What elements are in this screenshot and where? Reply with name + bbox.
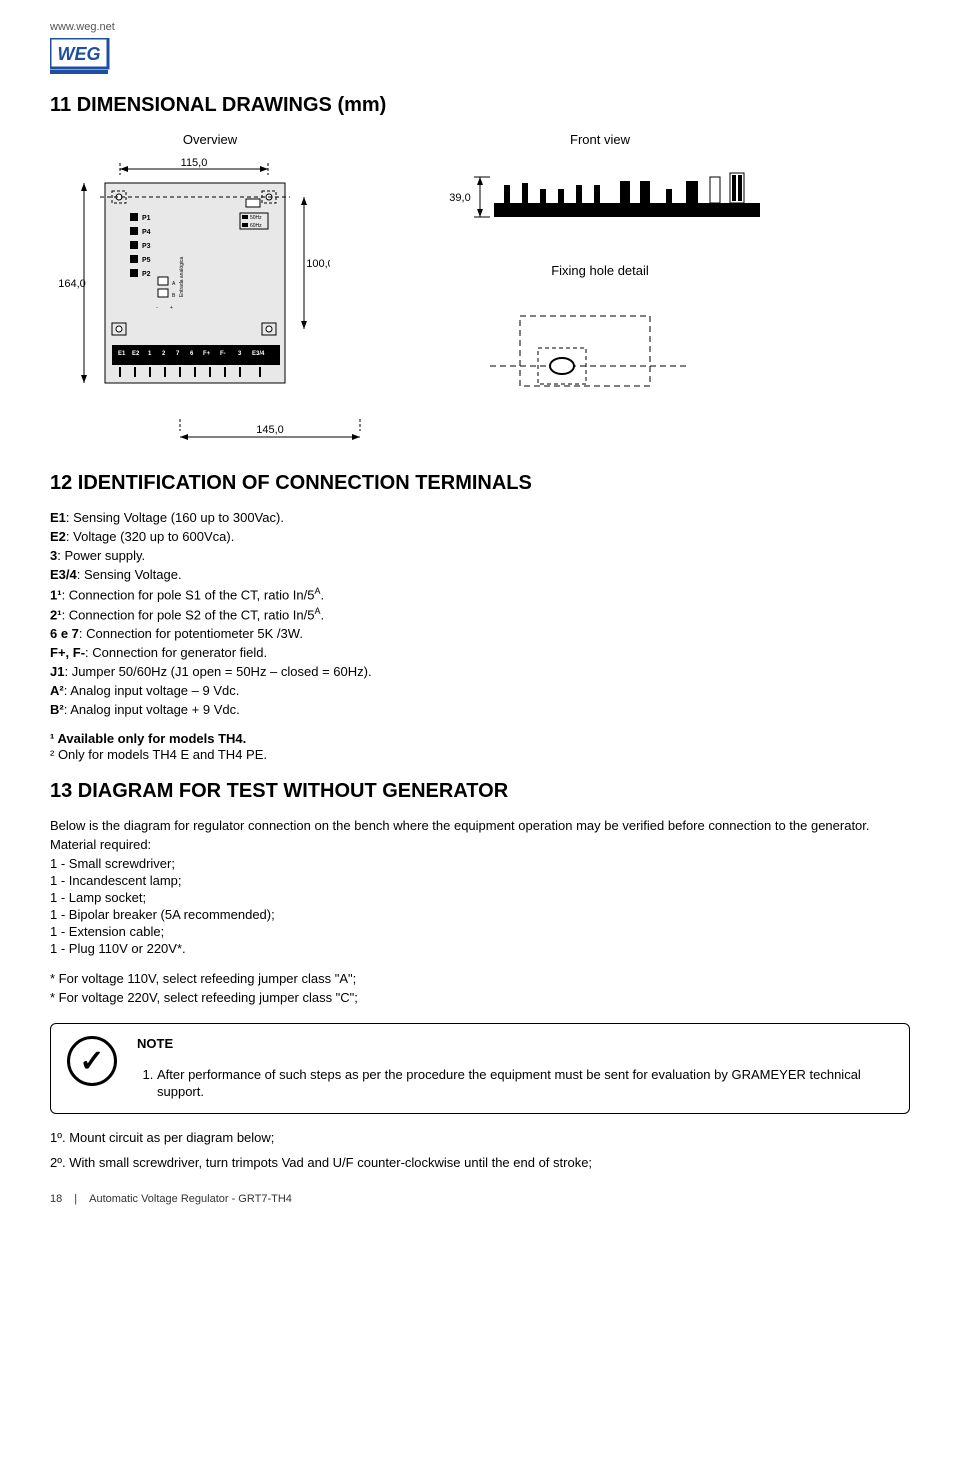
voltnote-2: * For voltage 220V, select refeeding jum…	[50, 990, 910, 1007]
overview-drawing: 115,0	[50, 155, 330, 415]
svg-text:60Hz: 60Hz	[250, 223, 262, 229]
voltage-notes: * For voltage 110V, select refeeding jum…	[50, 971, 910, 1007]
frontview-drawing: 39,0	[430, 155, 770, 245]
term-b-label: B²	[50, 702, 64, 717]
s13-intro2: Material required:	[50, 837, 910, 854]
section-11-title: 11 DIMENSIONAL DRAWINGS (mm)	[50, 92, 910, 118]
overview-title: Overview	[50, 132, 370, 149]
svg-text:E2: E2	[520, 223, 528, 229]
term-j1-text: : Jumper 50/60Hz (J1 open = 50Hz – close…	[64, 664, 371, 679]
mat-5: 1 - Plug 110V or 220V*.	[50, 941, 910, 958]
svg-text:1: 1	[540, 223, 544, 229]
svg-text:F-: F-	[648, 223, 654, 229]
mat-2: 1 - Lamp socket;	[50, 890, 910, 907]
note-box: ✓ NOTE After performance of such steps a…	[50, 1023, 910, 1114]
svg-text:P5: P5	[142, 257, 151, 264]
footnote-1: ¹ Available only for models TH4.	[50, 731, 246, 746]
fixhole-title: Fixing hole detail	[430, 263, 770, 280]
svg-text:F+: F+	[203, 351, 211, 357]
voltnote-1: * For voltage 110V, select refeeding jum…	[50, 971, 910, 988]
overview-column: Overview 115,0	[50, 132, 370, 460]
term-e2-label: E2	[50, 529, 66, 544]
term-f-text: : Connection for generator field.	[85, 645, 267, 660]
footer-sep: |	[74, 1192, 77, 1206]
note-body: NOTE After performance of such steps as …	[137, 1036, 893, 1101]
svg-text:7: 7	[576, 223, 580, 229]
header-url: www.weg.net	[50, 20, 910, 34]
term-e2-text: : Voltage (320 up to 600Vca).	[66, 529, 234, 544]
dim-164: 164,0	[58, 278, 86, 290]
weg-logo: WEG	[50, 38, 910, 74]
dim-145-row: 145,0	[170, 419, 370, 450]
footer-title: Automatic Voltage Regulator - GRT7-TH4	[89, 1192, 292, 1206]
dim-115: 115,0	[181, 157, 208, 169]
mat-1: 1 - Incandescent lamp;	[50, 873, 910, 890]
term-f-label: F+, F-	[50, 645, 85, 660]
term-67-text: : Connection for potentiometer 5K /3W.	[79, 626, 303, 641]
term-e1-label: E1	[50, 510, 66, 525]
svg-text:145,0: 145,0	[256, 424, 284, 436]
svg-text:6: 6	[594, 223, 598, 229]
mat-4: 1 - Extension cable;	[50, 924, 910, 941]
step-1: 1º. Mount circuit as per diagram below;	[50, 1130, 910, 1147]
front-title: Front view	[430, 132, 770, 149]
term-e34-text: : Sensing Voltage.	[77, 567, 182, 582]
term-1-label: 1¹	[50, 587, 62, 602]
svg-text:50Hz: 50Hz	[250, 215, 262, 221]
materials-list: 1 - Small screwdriver; 1 - Incandescent …	[50, 856, 910, 957]
svg-text:39,0: 39,0	[449, 192, 470, 204]
terminal-list: E1: Sensing Voltage (160 up to 300Vac). …	[50, 510, 910, 718]
mat-3: 1 - Bipolar breaker (5A recommended);	[50, 907, 910, 924]
term-67-label: 6 e 7	[50, 626, 79, 641]
right-column: Front view 39,0	[430, 132, 770, 460]
svg-text:3: 3	[676, 223, 680, 229]
term-a-text: : Analog input voltage – 9 Vdc.	[64, 683, 240, 698]
footnotes: ¹ Available only for models TH4. ² Only …	[50, 731, 910, 765]
svg-text:P1: P1	[142, 215, 151, 222]
section-12-title: 12 IDENTIFICATION OF CONNECTION TERMINAL…	[50, 470, 910, 496]
term-1-text: : Connection for pole S1 of the CT, rati…	[62, 587, 315, 602]
steps: 1º. Mount circuit as per diagram below; …	[50, 1130, 910, 1172]
term-2-tail: .	[321, 607, 325, 622]
term-b-text: : Analog input voltage + 9 Vdc.	[64, 702, 240, 717]
term-2-label: 2¹	[50, 607, 62, 622]
svg-text:E2: E2	[132, 351, 140, 357]
step-2: 2º. With small screwdriver, turn trimpot…	[50, 1155, 910, 1172]
page-number: 18	[50, 1192, 62, 1206]
svg-text:E1: E1	[502, 223, 510, 229]
term-a-label: A²	[50, 683, 64, 698]
drawings-row: Overview 115,0	[50, 132, 910, 460]
term-e1-text: : Sensing Voltage (160 up to 300Vac).	[66, 510, 284, 525]
section-13-title: 13 DIAGRAM FOR TEST WITHOUT GENERATOR	[50, 778, 910, 804]
svg-text:Entrada analógica: Entrada analógica	[179, 257, 185, 298]
note-head: NOTE	[137, 1036, 893, 1053]
svg-text:E1: E1	[118, 351, 126, 357]
footnote-2: ² Only for models TH4 E and TH4 PE.	[50, 747, 910, 764]
svg-text:F+: F+	[626, 223, 634, 229]
mat-0: 1 - Small screwdriver;	[50, 856, 910, 873]
fixhole-drawing	[490, 286, 690, 406]
svg-text:P3: P3	[142, 243, 151, 250]
page-footer: 18 | Automatic Voltage Regulator - GRT7-…	[50, 1192, 910, 1206]
note-item-1: After performance of such steps as per t…	[157, 1067, 893, 1101]
term-2-text: : Connection for pole S2 of the CT, rati…	[62, 607, 315, 622]
svg-text:2: 2	[558, 223, 562, 229]
svg-text:E3/4: E3/4	[252, 351, 265, 357]
svg-text:P4: P4	[142, 229, 151, 236]
term-j1-label: J1	[50, 664, 64, 679]
svg-text:F-: F-	[220, 351, 226, 357]
svg-text:P2: P2	[142, 271, 151, 278]
dim-100: 100,0	[306, 258, 330, 270]
svg-text:+: +	[170, 305, 173, 311]
term-e34-label: E3/4	[50, 567, 77, 582]
checkmark-icon: ✓	[67, 1036, 117, 1086]
svg-text:WEG: WEG	[58, 44, 101, 64]
svg-text:E3/4: E3/4	[720, 223, 733, 229]
term-1-tail: .	[321, 587, 325, 602]
s13-intro1: Below is the diagram for regulator conne…	[50, 818, 910, 835]
term-3-text: : Power supply.	[57, 548, 145, 563]
